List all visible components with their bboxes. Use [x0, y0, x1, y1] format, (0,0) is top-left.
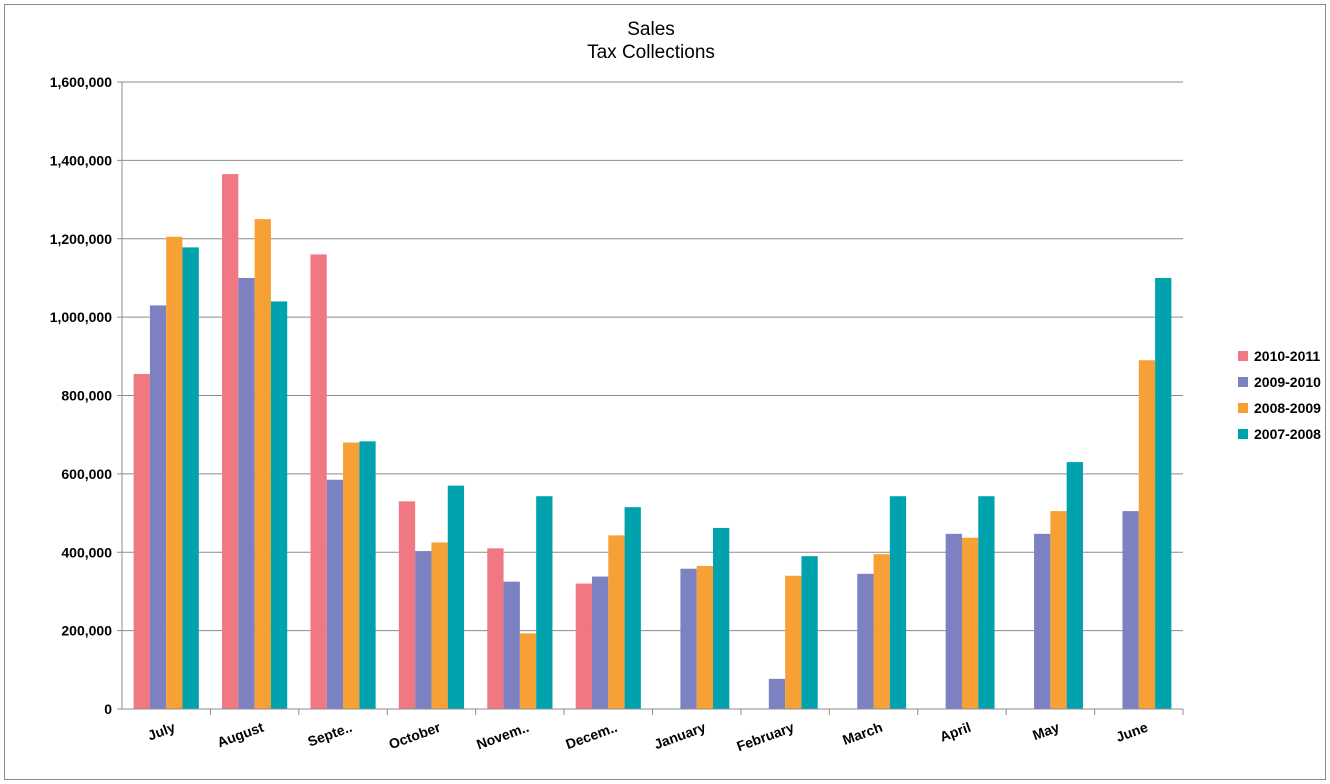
bar-2009-2010-October	[415, 551, 432, 709]
bar-2009-2010-Septe..	[326, 479, 344, 709]
bar-2009-2010-Decem..	[591, 576, 609, 709]
bar-2008-2009-January	[696, 565, 714, 709]
y-tick-label: 800,000	[61, 388, 112, 404]
axes	[117, 81, 1184, 715]
y-tick-label: 1,200,000	[50, 231, 112, 247]
x-tick-label: Septe..	[305, 719, 354, 750]
x-tick-label: April	[938, 719, 973, 745]
y-tick-label: 600,000	[61, 466, 112, 482]
bar-2007-2008-August	[270, 301, 288, 709]
legend-item: 2008-2009	[1238, 395, 1321, 421]
y-tick-label: 1,600,000	[50, 74, 112, 90]
bar-2007-2008-March	[889, 496, 907, 709]
bar-2008-2009-October	[431, 542, 448, 709]
legend-swatch	[1238, 377, 1248, 387]
bar-2008-2009-April	[961, 537, 979, 709]
legend-item: 2009-2010	[1238, 369, 1321, 395]
legend: 2010-2011 2009-2010 2008-2009 2007-2008	[1238, 343, 1321, 447]
bar-2009-2010-Novem..	[503, 581, 520, 709]
x-tick-label: June	[1114, 719, 1150, 745]
bar-2007-2008-Decem..	[624, 507, 641, 709]
bar-2010-2011-October	[398, 501, 416, 709]
bars	[133, 174, 1172, 710]
x-tick-label: May	[1030, 719, 1061, 743]
x-tick-label: August	[215, 719, 266, 751]
bar-2008-2009-February	[785, 575, 802, 709]
bar-2007-2008-January	[713, 527, 730, 709]
x-tick-label: January	[652, 719, 708, 752]
bar-2007-2008-Septe..	[359, 441, 376, 709]
x-tick-label: October	[387, 719, 443, 753]
bar-2009-2010-May	[1034, 533, 1051, 709]
legend-swatch	[1238, 403, 1248, 413]
bar-2010-2011-Decem..	[575, 583, 592, 709]
legend-swatch	[1238, 429, 1248, 439]
bar-2008-2009-August	[254, 219, 271, 709]
bar-2007-2008-April	[978, 496, 995, 709]
bar-2007-2008-February	[801, 556, 818, 709]
bar-2009-2010-April	[945, 533, 962, 709]
bar-2008-2009-Novem..	[519, 633, 537, 709]
bar-2007-2008-Novem..	[536, 496, 553, 709]
bar-2009-2010-August	[238, 277, 255, 709]
chart-subtitle: Tax Collections	[587, 42, 715, 63]
bar-2008-2009-May	[1050, 511, 1067, 709]
bar-2008-2009-Decem..	[608, 535, 625, 709]
bar-2008-2009-June	[1138, 360, 1156, 709]
bar-2008-2009-March	[873, 554, 890, 709]
bar-2007-2008-July	[182, 247, 199, 709]
chart-title: Sales	[627, 19, 675, 40]
x-tick-label: July	[145, 719, 177, 744]
y-tick-label: 400,000	[61, 544, 112, 560]
x-tick-label: Decem..	[563, 719, 619, 752]
bar-2009-2010-March	[857, 573, 874, 709]
bar-2007-2008-June	[1155, 277, 1172, 709]
bar-2010-2011-August	[222, 174, 239, 709]
bar-2008-2009-July	[166, 236, 183, 709]
legend-item: 2010-2011	[1238, 343, 1321, 369]
bar-2007-2008-October	[447, 485, 465, 709]
y-tick-label: 0	[104, 701, 112, 717]
bar-2008-2009-Septe..	[343, 442, 360, 709]
legend-label: 2008-2009	[1254, 400, 1321, 416]
y-tick-label: 1,400,000	[50, 152, 112, 168]
bar-2009-2010-June	[1122, 511, 1139, 709]
bar-2010-2011-July	[133, 373, 150, 709]
y-tick-label: 1,000,000	[50, 309, 112, 325]
x-tick-label: Novem..	[474, 719, 531, 753]
bar-2010-2011-Novem..	[487, 548, 504, 709]
bar-2009-2010-July	[149, 305, 167, 709]
bar-2009-2010-February	[768, 678, 786, 709]
x-tick-label: March	[840, 719, 884, 748]
bar-2009-2010-January	[680, 568, 697, 709]
gridlines	[122, 81, 1183, 632]
x-tick-label: February	[734, 719, 796, 755]
legend-label: 2010-2011	[1254, 348, 1321, 364]
legend-label: 2007-2008	[1254, 426, 1321, 442]
bar-2007-2008-May	[1066, 462, 1083, 709]
bar-2010-2011-Septe..	[310, 254, 327, 710]
legend-label: 2009-2010	[1254, 374, 1321, 390]
legend-swatch	[1238, 351, 1248, 361]
y-tick-label: 200,000	[61, 623, 112, 639]
legend-item: 2007-2008	[1238, 421, 1321, 447]
